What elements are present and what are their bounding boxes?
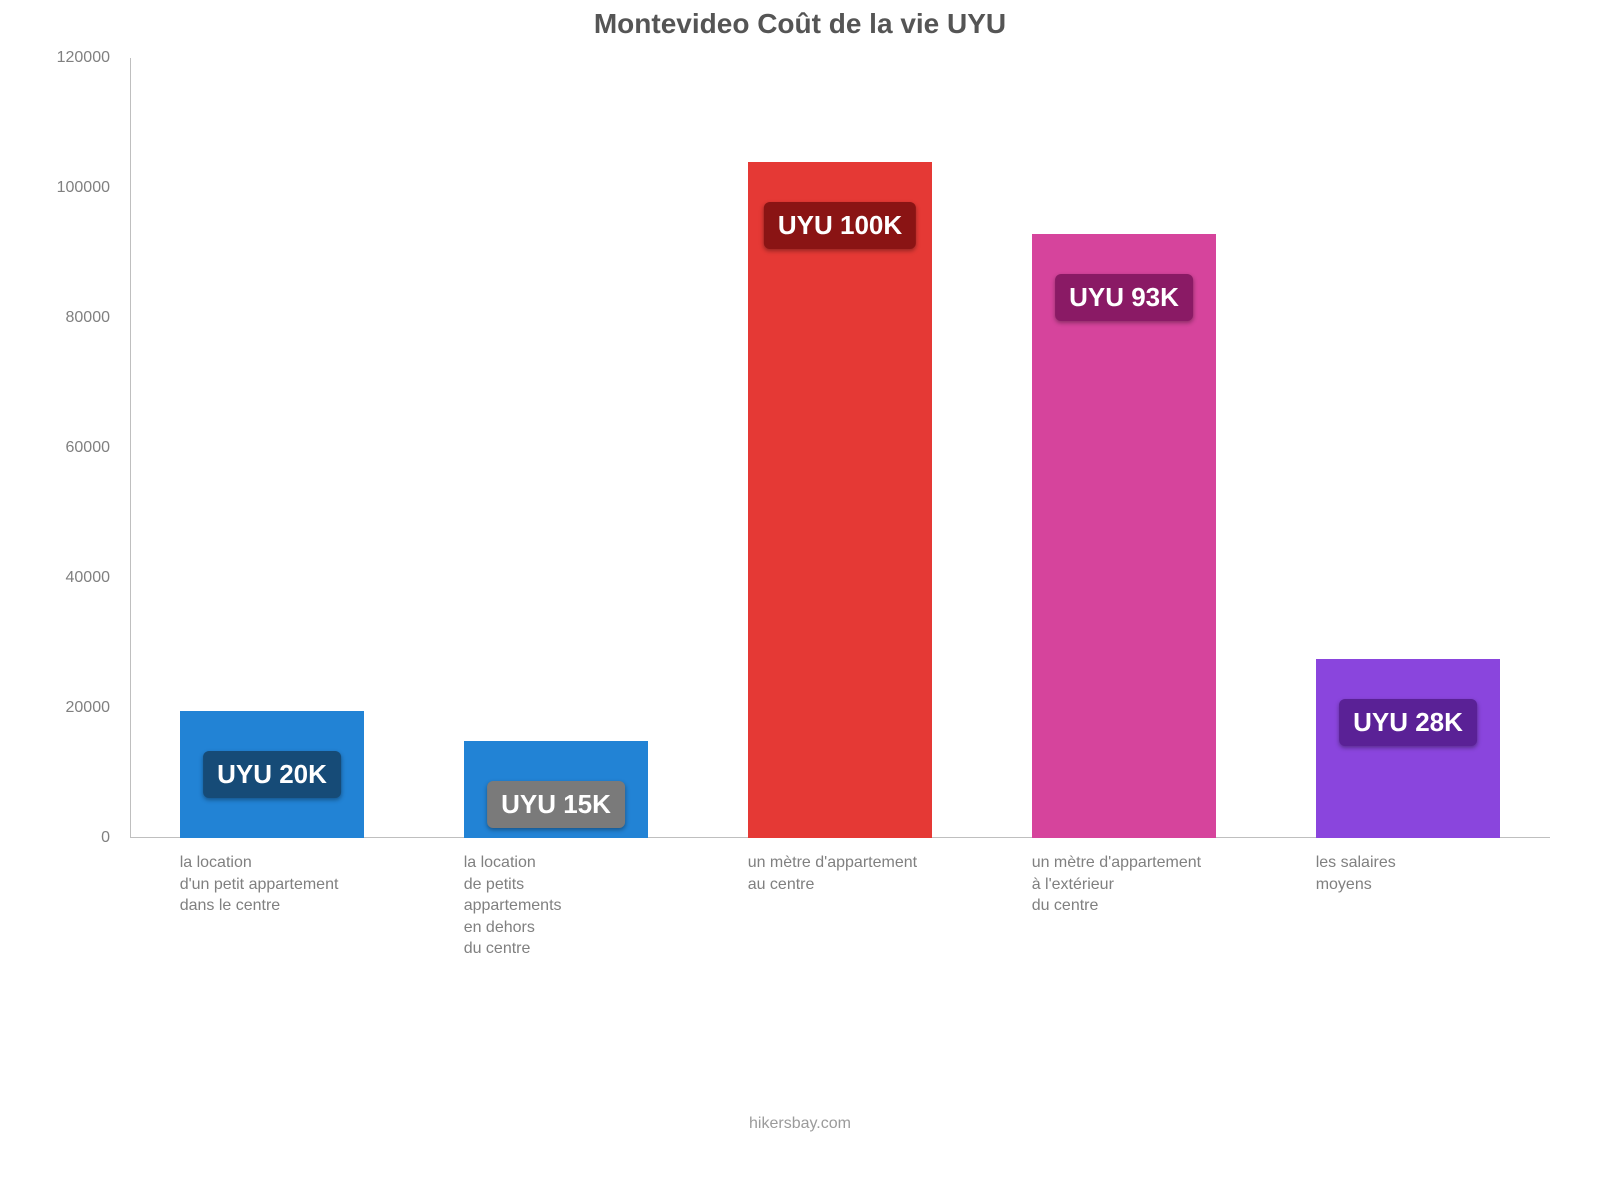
value-badge-rent-center: UYU 20K <box>203 751 341 798</box>
chart-title: Montevideo Coût de la vie UYU <box>0 8 1600 40</box>
x-label-rent-center: la location d'un petit appartement dans … <box>180 838 405 917</box>
value-badge-rent-outside: UYU 15K <box>487 781 625 828</box>
y-tick-label: 80000 <box>66 309 131 327</box>
bar-salary <box>1316 659 1501 838</box>
source-credit: hikersbay.com <box>0 1115 1600 1133</box>
y-tick-label: 120000 <box>57 49 130 67</box>
value-badge-salary: UYU 28K <box>1339 699 1477 746</box>
value-badge-sqm-center: UYU 100K <box>764 202 916 249</box>
y-tick-label: 40000 <box>66 569 131 587</box>
x-label-rent-outside: la location de petits appartements en de… <box>464 838 689 960</box>
x-label-salary: les salaires moyens <box>1316 838 1541 895</box>
bar-sqm-center <box>748 162 933 838</box>
x-label-sqm-center: un mètre d'appartement au centre <box>748 838 973 895</box>
y-tick-label: 60000 <box>66 439 131 457</box>
y-tick-label: 20000 <box>66 699 131 717</box>
x-label-sqm-outside: un mètre d'appartement à l'extérieur du … <box>1032 838 1257 917</box>
y-tick-label: 100000 <box>57 179 130 197</box>
y-axis-line <box>130 58 131 838</box>
value-badge-sqm-outside: UYU 93K <box>1055 274 1193 321</box>
cost-of-living-chart: Montevideo Coût de la vie UYU 0200004000… <box>0 0 1600 1200</box>
plot-area: 020000400006000080000100000120000UYU 20K… <box>130 58 1550 838</box>
bar-sqm-outside <box>1032 234 1217 839</box>
y-tick-label: 0 <box>101 829 130 847</box>
